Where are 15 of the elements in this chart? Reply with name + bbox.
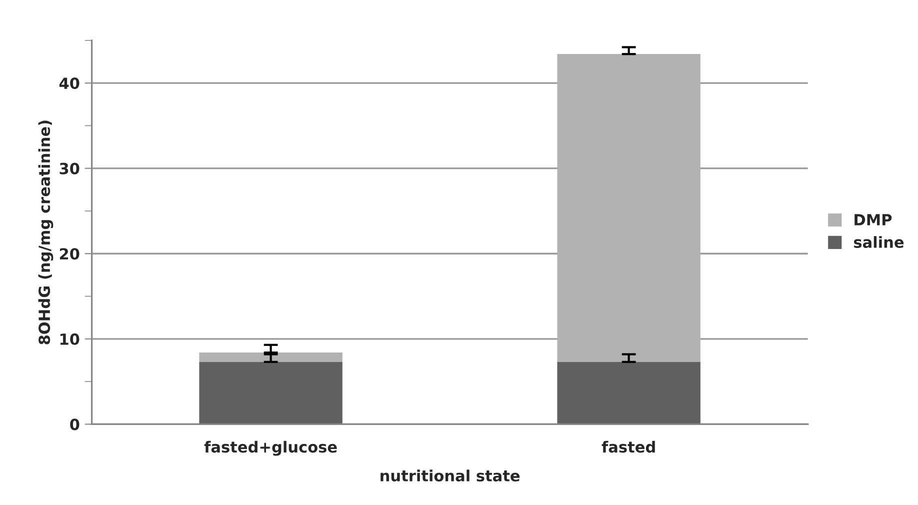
bar — [199, 362, 342, 424]
y-axis-title: 8OHdG (ng/mg creatinine) — [38, 120, 54, 344]
x-tick-label: fasted — [602, 440, 655, 453]
bar — [557, 54, 700, 362]
y-tick-label: 40 — [59, 78, 80, 90]
y-tick-label: 10 — [60, 333, 80, 345]
legend-label: DMP — [854, 214, 892, 226]
x-axis-title: nutritional state — [380, 470, 520, 482]
x-tick-label: fasted+glucose — [204, 440, 337, 456]
legend-label: saline — [854, 236, 904, 248]
y-tick-label: 20 — [60, 248, 80, 260]
y-tick-label: 0 — [70, 418, 80, 430]
bar — [199, 352, 342, 362]
y-tick-label: 30 — [60, 162, 80, 174]
bar — [557, 362, 700, 424]
